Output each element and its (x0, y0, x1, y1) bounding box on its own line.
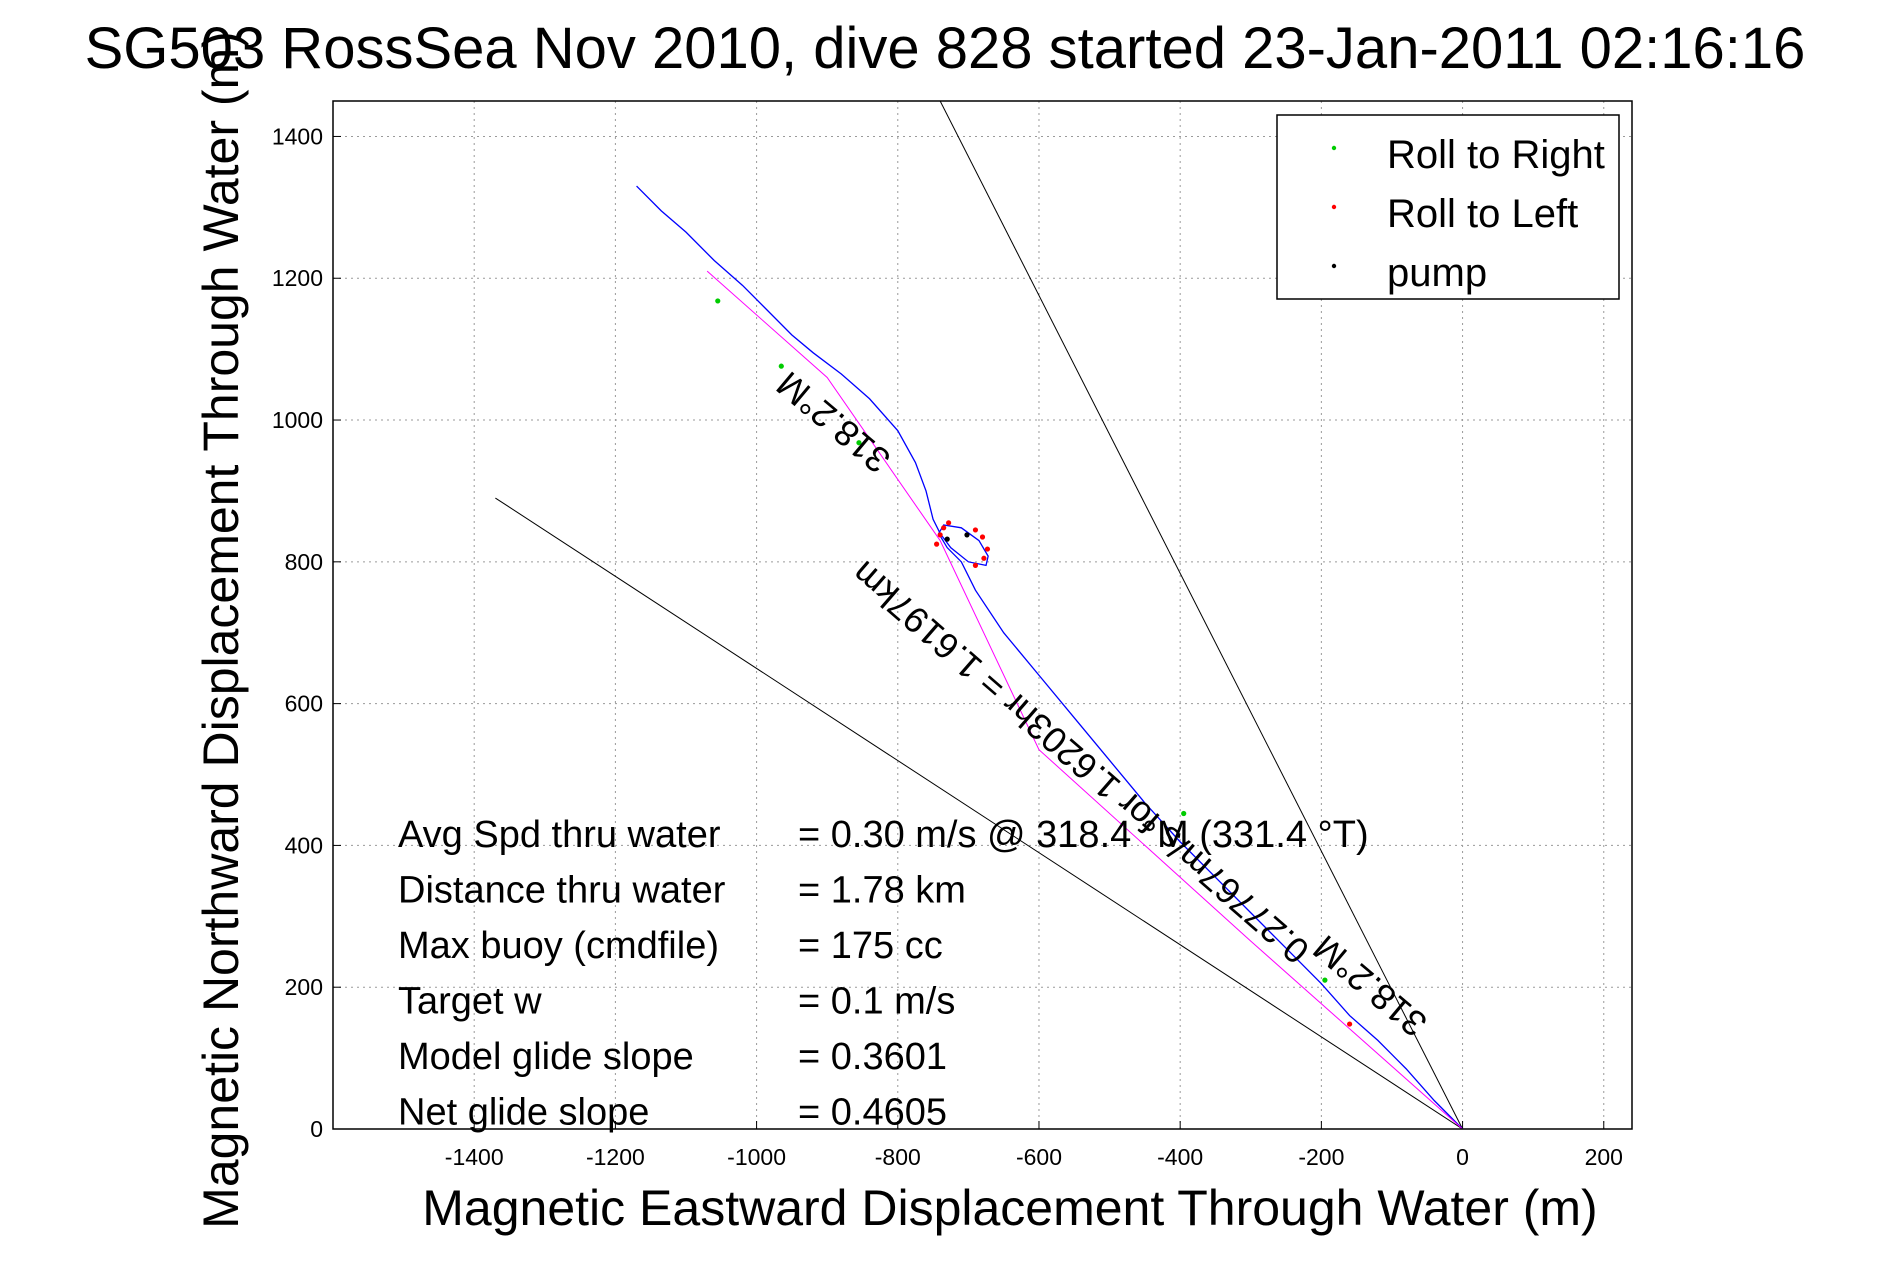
stat-value-4: = 0.3601 (798, 1036, 947, 1078)
stat-label-2: Max buoy (cmdfile) (398, 925, 719, 967)
x-tick-label-5: -400 (1157, 1144, 1203, 1170)
roll-to-right-point-0 (715, 298, 721, 304)
x-tick-label-7: 0 (1456, 1144, 1469, 1170)
stat-value-2: = 175 cc (798, 925, 943, 967)
pump-point-1 (964, 532, 970, 538)
stats-block: Avg Spd thru water = 0.30 m/s @ 318.4 °M … (398, 814, 1369, 1134)
x-tick-label-4: -600 (1016, 1144, 1062, 1170)
y-tick-label-0: 0 (310, 1116, 323, 1142)
roll-to-left-point-8 (972, 562, 979, 568)
x-tick-labels: -1400 -1200 -1000 -800 -600 -400 -200 0 200 (445, 1144, 1623, 1170)
reference-line-1 (939, 101, 1464, 1129)
y-tick-label-3: 600 (285, 691, 323, 717)
legend-label-2: pump (1387, 251, 1487, 295)
series-layer (636, 185, 1464, 1129)
y-tick-label-5: 1000 (272, 407, 323, 433)
reference-line-0 (495, 497, 1463, 1129)
legend-marker-1 (1331, 204, 1337, 210)
x-tick-label-0: -1400 (445, 1144, 504, 1170)
roll-to-right-point-1 (778, 363, 784, 369)
stat-label-1: Distance thru water (398, 870, 726, 912)
x-axis-label: Magnetic Eastward Displacement Through W… (422, 1180, 1597, 1236)
y-tick-label-7: 1400 (272, 123, 323, 149)
y-tick-label-4: 800 (285, 549, 323, 575)
roll-to-left-point-3 (946, 520, 952, 526)
stat-label-3: Target w (398, 981, 542, 1023)
x-tick-label-1: -1200 (586, 1144, 645, 1170)
stat-label-4: Model glide slope (398, 1036, 694, 1078)
roll-to-left-point-0 (934, 541, 940, 547)
y-tick-label-2: 400 (285, 832, 323, 858)
x-tick-label-2: -1000 (727, 1144, 786, 1170)
stat-value-3: = 0.1 m/s (798, 981, 955, 1023)
stat-value-5: = 0.4605 (798, 1092, 947, 1134)
roll-to-left-point-6 (984, 546, 991, 552)
legend-label-1: Roll to Left (1387, 192, 1578, 236)
roll-to-right-point-4 (1322, 977, 1328, 983)
stat-value-1: = 1.78 km (798, 870, 966, 912)
legend-marker-2 (1331, 263, 1337, 269)
annotation-0: 318.2°M (769, 364, 898, 482)
heading-line (706, 270, 1463, 1129)
roll-to-left-point-1 (937, 532, 943, 538)
roll-to-left-point-7 (981, 555, 987, 561)
chart-title: SG503 RossSea Nov 2010, dive 828 started… (85, 16, 1806, 81)
roll-to-left-point-5 (979, 534, 986, 540)
roll-to-left-point-9 (1347, 1021, 1353, 1027)
track-line (636, 185, 1464, 1129)
y-tick-label-1: 200 (285, 974, 323, 1000)
x-tick-label-6: -200 (1298, 1144, 1344, 1170)
plot-frame (332, 100, 1633, 1130)
stat-value-0: = 0.30 m/s @ 318.4 °M (331.4 °T) (798, 814, 1369, 856)
roll-to-right-point-3 (1181, 810, 1187, 817)
stat-label-0: Avg Spd thru water (398, 814, 721, 856)
y-tick-label-6: 1200 (272, 265, 323, 291)
legend: Roll to Right Roll to Left pump (1276, 114, 1620, 300)
stat-label-5: Net glide slope (398, 1092, 649, 1134)
pump-point-0 (944, 536, 950, 542)
reference-lines (495, 101, 1464, 1129)
roll-to-left-point-4 (972, 527, 979, 533)
y-axis-label: Magnetic Northward Displacement Through … (193, 31, 249, 1229)
y-tick-labels: 0 200 400 600 800 1000 1200 1400 (272, 123, 323, 1142)
roll-to-left-point-2 (941, 525, 947, 531)
x-tick-label-3: -800 (875, 1144, 921, 1170)
legend-label-0: Roll to Right (1387, 133, 1605, 177)
x-tick-label-8: 200 (1585, 1144, 1623, 1170)
annotation-2: 318.2°M (1305, 927, 1434, 1045)
legend-marker-0 (1331, 145, 1337, 151)
roll-to-right-point-2 (856, 440, 862, 446)
